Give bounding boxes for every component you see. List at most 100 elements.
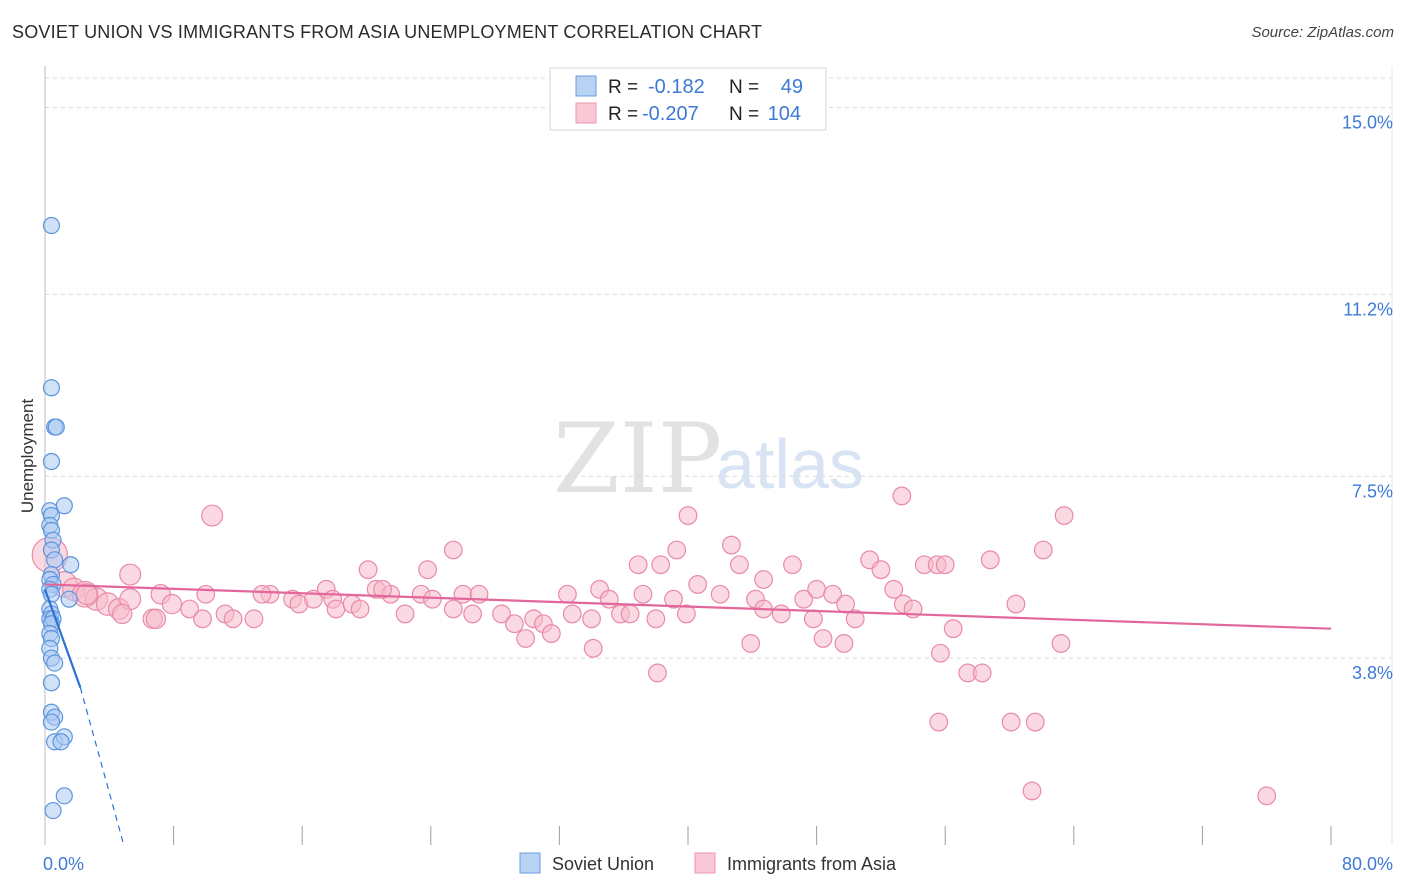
point-immigrants-from-asia: [794, 589, 814, 609]
point-immigrants-from-asia: [111, 603, 133, 625]
point-immigrants-from-asia: [1054, 506, 1074, 525]
point-immigrants-from-asia: [892, 486, 912, 506]
point-immigrants-from-asia: [943, 619, 963, 639]
point-immigrants-from-asia: [678, 506, 698, 525]
point-immigrants-from-asia: [516, 629, 536, 648]
point-immigrants-from-asia: [196, 584, 216, 604]
point-immigrants-from-asia: [980, 550, 1000, 570]
point-immigrants-from-asia: [1051, 634, 1071, 653]
point-immigrants-from-asia: [350, 599, 370, 619]
legend-label-soviet-union: Soviet Union: [552, 854, 654, 874]
point-immigrants-from-asia: [823, 584, 843, 604]
point-immigrants-from-asia: [558, 584, 577, 604]
point-immigrants-from-asia: [75, 583, 98, 606]
point-immigrants-from-asia: [648, 663, 667, 683]
point-soviet-union: [42, 452, 61, 471]
grid-lines: [45, 77, 1392, 659]
point-immigrants-from-asia: [884, 579, 904, 599]
watermark: ZIP atlas: [553, 403, 864, 515]
point-immigrants-from-asia: [972, 663, 992, 683]
trend-line-immigrants-from-asia: [44, 583, 1332, 630]
point-immigrants-from-asia: [813, 629, 833, 648]
point-soviet-union: [47, 418, 65, 436]
x-tick-label: 80.0%: [1342, 854, 1393, 874]
point-immigrants-from-asia: [1001, 712, 1021, 732]
point-immigrants-from-asia: [676, 604, 696, 624]
stats-box: R = -0.182 N = 49 R = -0.207 N = 104: [549, 67, 827, 131]
point-immigrants-from-asia: [541, 624, 561, 643]
stats-n-value: 104: [768, 103, 801, 125]
point-immigrants-from-asia: [326, 599, 346, 619]
stats-swatch-blue: [575, 75, 597, 97]
point-immigrants-from-asia: [754, 570, 773, 589]
chart-title: SOVIET UNION VS IMMIGRANTS FROM ASIA UNE…: [12, 22, 763, 42]
point-immigrants-from-asia: [688, 575, 708, 594]
watermark-zip: ZIP: [553, 403, 722, 515]
point-soviet-union: [60, 590, 78, 608]
point-soviet-union: [52, 733, 70, 751]
y-tick-label: 15.0%: [1342, 113, 1393, 133]
point-immigrants-from-asia: [145, 608, 167, 630]
stats-n-label: N =: [729, 77, 759, 98]
point-immigrants-from-asia: [935, 555, 955, 575]
point-immigrants-from-asia: [453, 584, 473, 604]
series-soviet-union: [41, 216, 80, 820]
source-credit: Source: ZipAtlas.com: [1251, 24, 1394, 41]
point-immigrants-from-asia: [664, 589, 683, 609]
y-tick-label: 11.2%: [1343, 299, 1393, 319]
series-immigrants-from-asia: [31, 486, 1277, 806]
point-immigrants-from-asia: [504, 614, 524, 634]
point-immigrants-from-asia: [443, 599, 463, 619]
y-tick-label: 3.8%: [1352, 663, 1393, 683]
point-immigrants-from-asia: [834, 634, 854, 653]
trend-line-soviet-union: [43, 588, 82, 689]
point-immigrants-from-asia: [620, 604, 640, 624]
point-soviet-union: [55, 787, 73, 805]
legend-swatch-soviet-union: [519, 852, 541, 874]
point-immigrants-from-asia: [358, 560, 378, 580]
point-immigrants-from-asia: [395, 604, 415, 624]
point-soviet-union: [42, 216, 61, 235]
stats-r-value: -0.182: [648, 76, 705, 98]
point-immigrants-from-asia: [599, 589, 619, 609]
point-immigrants-from-asia: [803, 609, 823, 629]
point-soviet-union: [46, 551, 64, 569]
point-immigrants-from-asia: [633, 584, 653, 604]
stats-r-label: R =: [608, 77, 638, 98]
legend-label-immigrants-from-asia: Immigrants from Asia: [727, 854, 897, 874]
x-tick-label: 0.0%: [43, 854, 84, 874]
point-immigrants-from-asia: [929, 712, 949, 732]
point-immigrants-from-asia: [710, 584, 730, 604]
point-immigrants-from-asia: [628, 555, 648, 575]
stats-swatch-pink: [575, 102, 597, 124]
point-immigrants-from-asia: [244, 609, 264, 629]
legend-swatch-immigrants-from-asia: [694, 852, 716, 874]
point-immigrants-from-asia: [1025, 712, 1045, 732]
point-immigrants-from-asia: [373, 579, 392, 599]
point-immigrants-from-asia: [201, 504, 224, 527]
point-immigrants-from-asia: [418, 560, 437, 580]
point-immigrants-from-asia: [651, 555, 671, 575]
point-soviet-union: [44, 801, 62, 820]
point-immigrants-from-asia: [161, 593, 183, 615]
point-immigrants-from-asia: [930, 643, 950, 663]
point-soviet-union: [62, 556, 80, 574]
point-immigrants-from-asia: [1033, 540, 1053, 560]
point-immigrants-from-asia: [582, 609, 601, 629]
point-immigrants-from-asia: [1006, 594, 1026, 614]
watermark-atlas: atlas: [716, 425, 864, 503]
trend-line-soviet-union-extension: [79, 687, 125, 846]
point-immigrants-from-asia: [492, 604, 511, 624]
point-immigrants-from-asia: [583, 638, 603, 658]
tick-labels: 3.8% 7.5% 11.2% 15.0% 0.0% 80.0%: [43, 113, 1393, 875]
point-immigrants-from-asia: [423, 589, 442, 609]
point-immigrants-from-asia: [193, 609, 212, 629]
point-immigrants-from-asia: [667, 540, 687, 560]
point-immigrants-from-asia: [807, 579, 826, 599]
point-immigrants-from-asia: [443, 540, 463, 560]
point-soviet-union: [46, 654, 64, 672]
point-immigrants-from-asia: [845, 609, 865, 629]
stats-r-value: -0.207: [642, 103, 699, 125]
point-soviet-union: [42, 674, 61, 692]
